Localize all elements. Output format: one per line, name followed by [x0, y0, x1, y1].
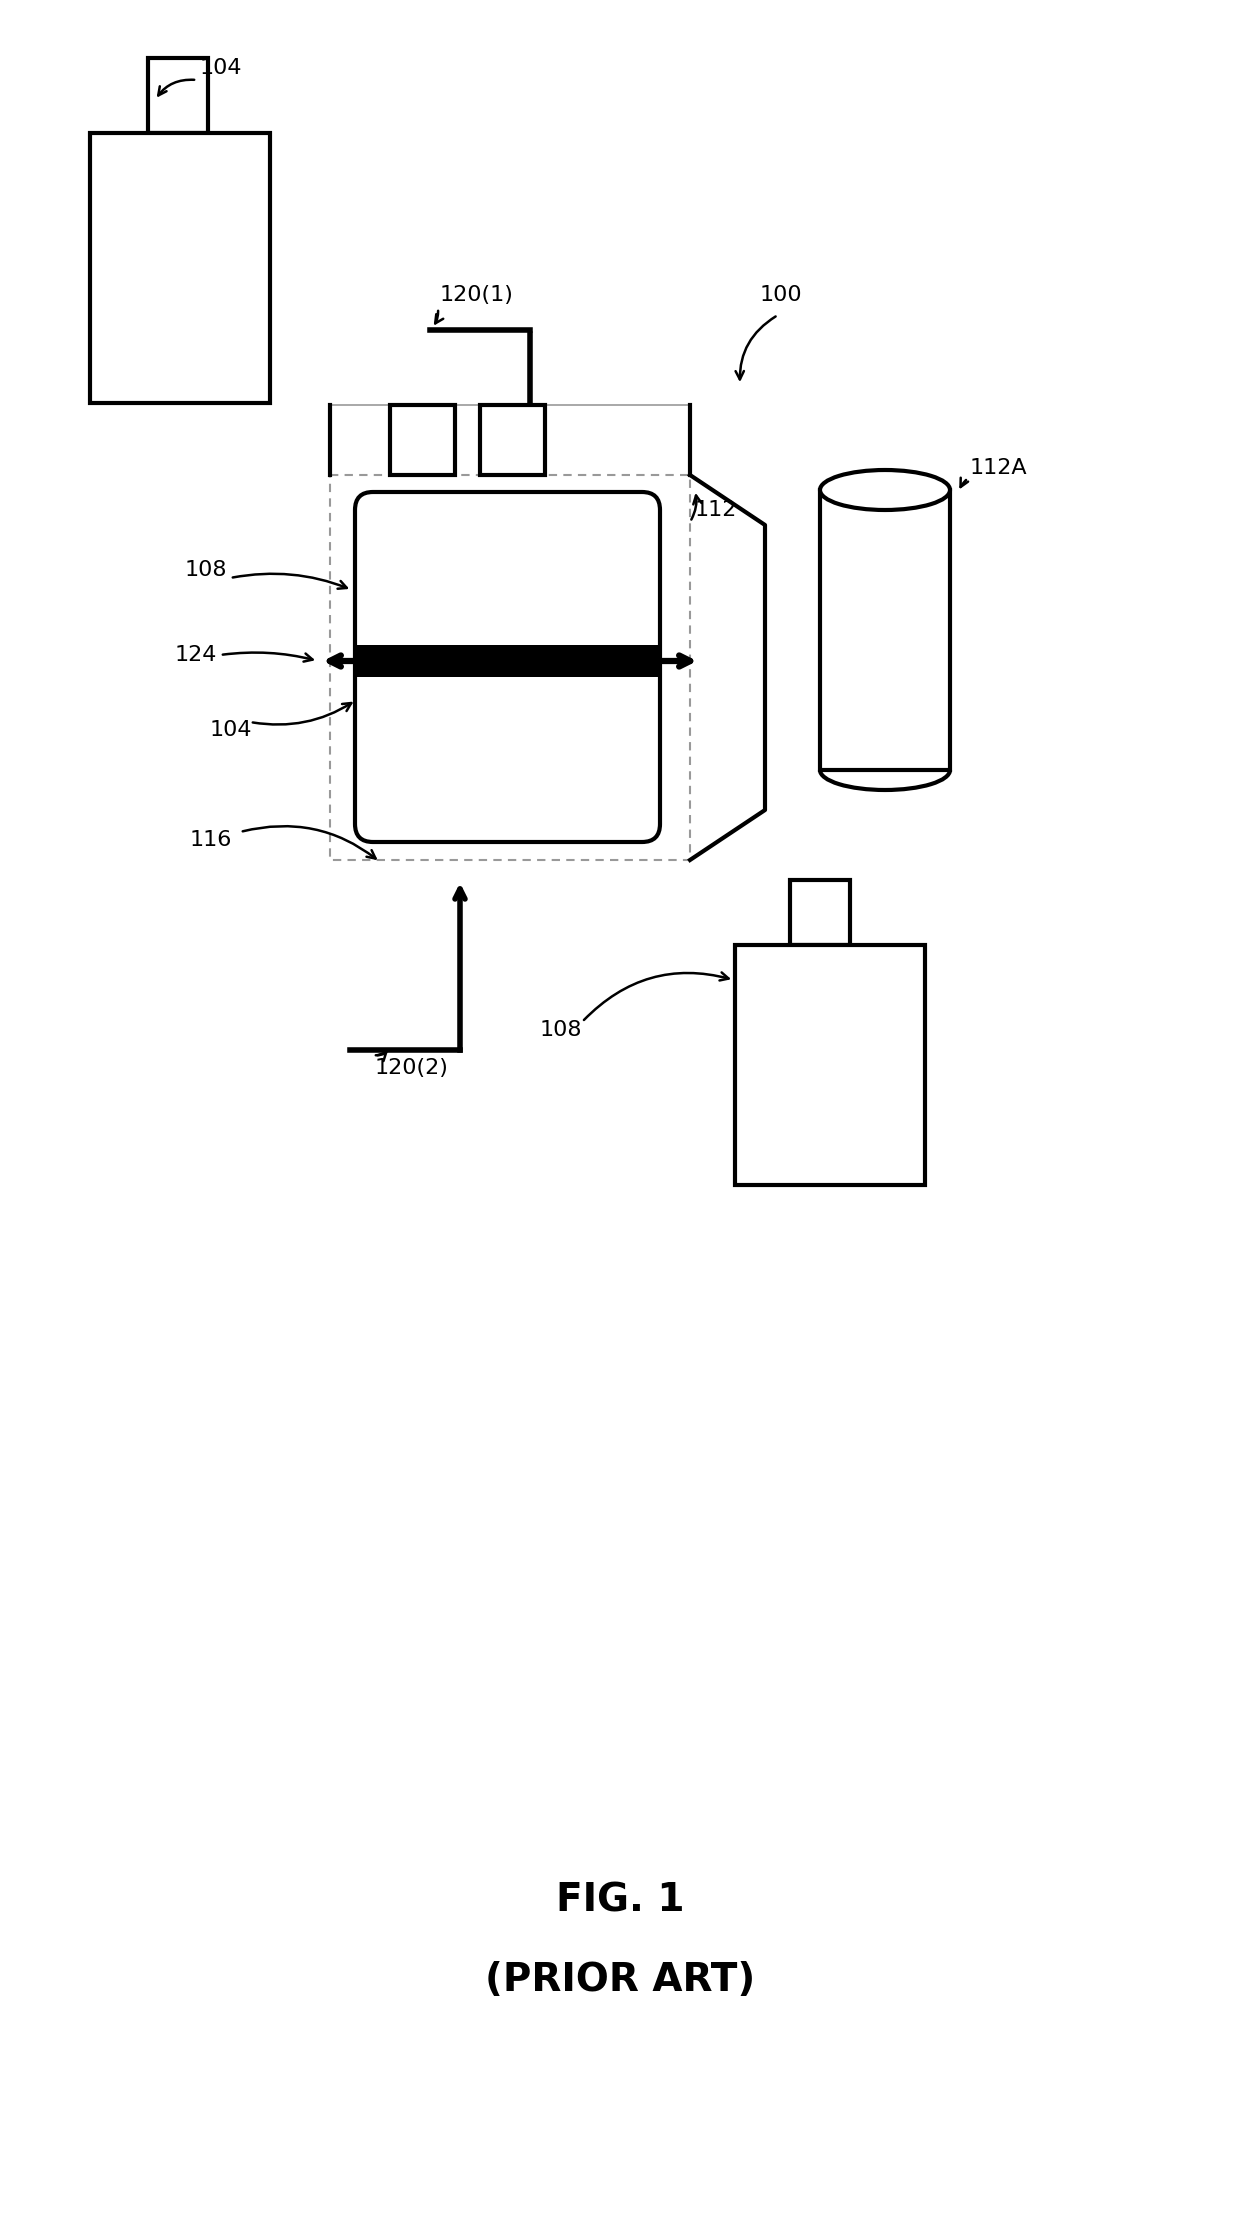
Bar [91, 133, 270, 402]
Text: 120(2): 120(2) [374, 1057, 449, 1077]
Text: 108: 108 [539, 1019, 583, 1039]
Ellipse shape [820, 471, 950, 511]
Text: 100: 100 [760, 284, 802, 304]
Text: (PRIOR ART): (PRIOR ART) [485, 1961, 755, 1999]
Text: 120(1): 120(1) [440, 284, 513, 304]
Bar [735, 944, 925, 1186]
Text: 112: 112 [694, 500, 738, 520]
Bar [148, 58, 208, 133]
Text: 116: 116 [190, 831, 232, 851]
Text: FIG. 1: FIG. 1 [556, 1881, 684, 1919]
Text: 108: 108 [185, 560, 227, 580]
Bar [391, 404, 455, 475]
Bar [790, 880, 849, 944]
Bar [355, 644, 660, 677]
Text: 124: 124 [175, 644, 217, 664]
Bar [480, 404, 546, 475]
Bar [820, 491, 950, 771]
Text: 112A: 112A [970, 458, 1028, 478]
Bar [330, 475, 689, 860]
FancyBboxPatch shape [355, 493, 660, 842]
Text: 104: 104 [210, 720, 253, 740]
Text: 104: 104 [200, 58, 243, 78]
